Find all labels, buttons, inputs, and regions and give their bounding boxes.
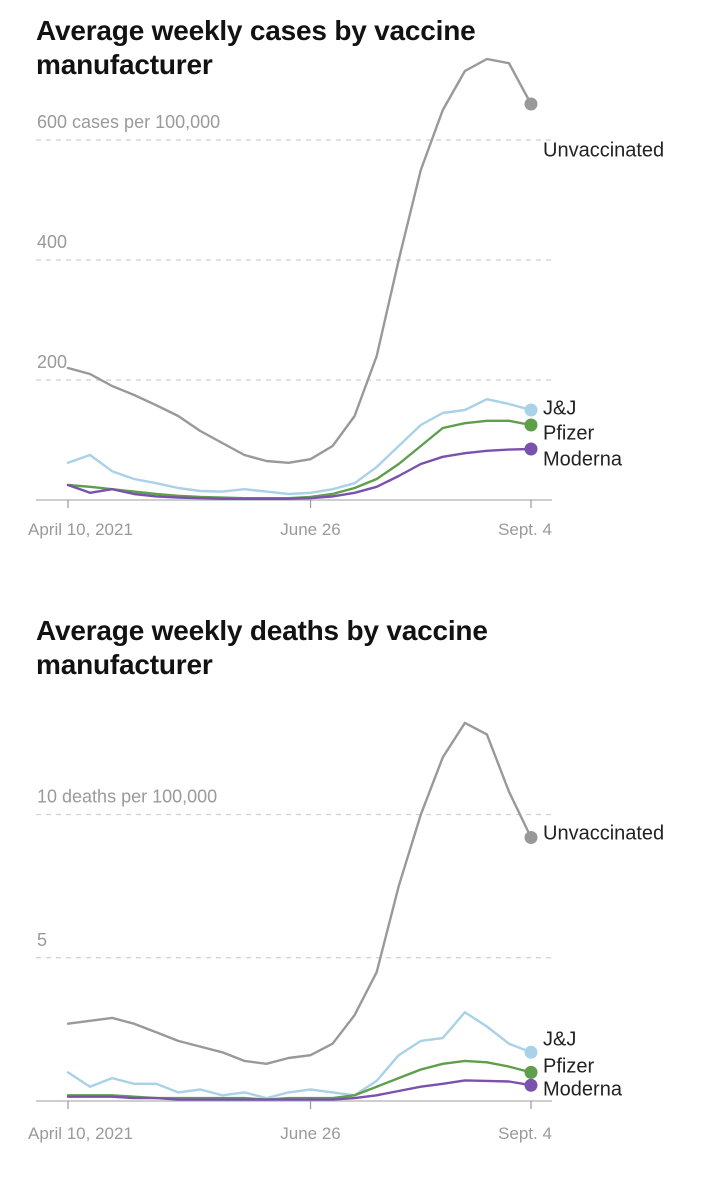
cases-chart-title: Average weekly cases by vaccine manufact… [36,15,476,80]
cases-series-line-jandj [66,398,533,496]
cases-series-label-moderna: Moderna [543,448,623,470]
cases-y-tick-label-1: 200 [37,352,67,372]
deaths-series-line-jandj [66,1011,533,1100]
cases-y-tick-label-3: 600 cases per 100,000 [37,112,220,132]
cases-end-marker-pfizer [524,418,538,432]
cases-series-line-pfizer [66,419,533,500]
cases-y-tick-label-2: 400 [37,232,67,252]
deaths-series-label-jandj: J&J [543,1028,576,1050]
deaths-x-tick-label-2: Sept. 4 [498,1124,552,1143]
deaths-end-marker-pfizer [524,1065,538,1079]
deaths-y-tick-label-2: 10 deaths per 100,000 [37,787,217,807]
deaths-x-tick-label-1: June 26 [280,1124,341,1143]
cases-series-label-pfizer: Pfizer [543,422,594,444]
deaths-chart-title: Average weekly deaths by vaccine manufac… [36,615,488,680]
cases-x-tick-label-1: June 26 [280,520,341,539]
deaths-chart-plot: 5 10 deaths per 100,000 April 10, 2021 June… [28,721,664,1143]
deaths-end-marker-unvaccinated [524,830,538,844]
deaths-end-marker-moderna [524,1078,538,1092]
deaths-series-label-moderna: Moderna [543,1078,623,1100]
deaths-series-label-pfizer: Pfizer [543,1055,594,1077]
cases-end-marker-jandj [524,403,538,417]
cases-x-tick-label-0: April 10, 2021 [28,520,133,539]
cases-chart-plot: 200 400 600 cases per 100,000 April 10, 202… [28,57,664,539]
cases-series-line-moderna [66,447,533,500]
deaths-series-label-unvaccinated: Unvaccinated [543,822,664,844]
cases-series-label-unvaccinated: Unvaccinated [543,139,664,161]
deaths-end-marker-jandj [524,1045,538,1059]
deaths-series-line-moderna [66,1079,533,1101]
deaths-chart-panel: Average weekly deaths by vaccine manufac… [0,600,714,1200]
deaths-x-tick-label-0: April 10, 2021 [28,1124,133,1143]
cases-end-marker-moderna [524,442,538,456]
cases-series-line-unvaccinated [66,57,533,464]
deaths-series-line-unvaccinated [66,721,533,1065]
cases-chart-panel: Average weekly cases by vaccine manufact… [0,0,714,590]
cases-x-tick-label-2: Sept. 4 [498,520,552,539]
cases-end-marker-unvaccinated [524,97,538,111]
deaths-y-tick-label-1: 5 [37,930,47,950]
cases-series-label-jandj: J&J [543,397,576,419]
